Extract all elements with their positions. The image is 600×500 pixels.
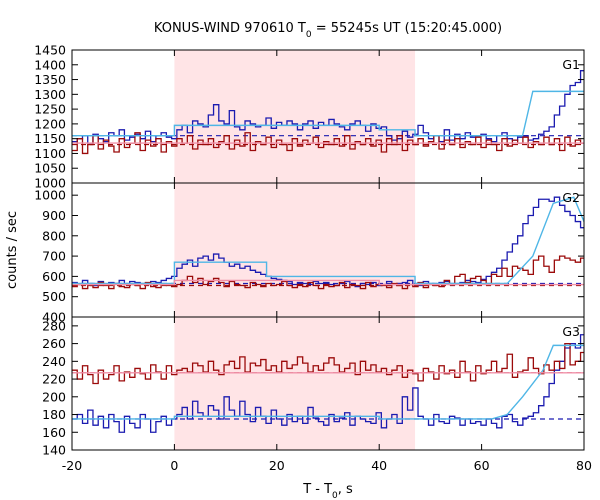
y-axis-label: counts / sec — [5, 211, 20, 289]
chart-title: KONUS-WIND 970610 T0 = 55245s UT (15:20:… — [154, 21, 502, 40]
y-tick-label: 700 — [42, 249, 66, 264]
x-tick-label: 40 — [371, 458, 387, 473]
y-tick-label: 1100 — [34, 146, 66, 161]
x-tick-label: 80 — [576, 458, 592, 473]
panel-label: G1 — [562, 57, 580, 72]
x-tick-label: 20 — [269, 458, 285, 473]
y-tick-label: 1250 — [34, 102, 66, 117]
series-dark-red — [72, 255, 584, 290]
y-tick-label: 140 — [42, 443, 66, 458]
panel-label: G2 — [562, 190, 580, 205]
x-tick-label: 60 — [474, 458, 490, 473]
shaded-interval — [174, 50, 416, 183]
y-tick-label: 1000 — [34, 176, 66, 191]
y-tick-label: 280 — [42, 318, 66, 333]
series-pink — [72, 279, 584, 286]
y-tick-label: 1050 — [34, 161, 66, 176]
panel-frame — [71, 316, 585, 451]
y-tick-label: 500 — [42, 289, 66, 304]
x-tick-label: 0 — [170, 458, 178, 473]
series-dark-red — [72, 132, 584, 155]
x-axis-label: T - T0, s — [302, 482, 353, 500]
xlabel-subscript: 0 — [332, 491, 338, 500]
plot-area — [72, 196, 584, 290]
y-tick-label: 1400 — [34, 57, 66, 72]
plot-area — [72, 334, 584, 433]
plot-area — [72, 70, 584, 155]
y-tick-label: 1150 — [34, 131, 66, 146]
y-tick-label: 1000 — [34, 188, 66, 203]
y-tick-label: 600 — [42, 269, 66, 284]
shaded-interval — [174, 183, 416, 317]
panel-g1: 1000105011001150120012501300135014001450… — [34, 43, 585, 191]
y-tick-label: 1300 — [34, 87, 66, 102]
x-tick-label: -20 — [62, 458, 82, 473]
y-tick-label: 200 — [42, 389, 66, 404]
panel-label: G3 — [562, 324, 580, 339]
panels-group: 1000105011001150120012501300135014001450… — [34, 43, 585, 458]
y-tick-label: 240 — [42, 354, 66, 369]
series-light-blue — [72, 344, 584, 420]
y-tick-label: 1350 — [34, 72, 66, 87]
y-tick-label: 260 — [42, 336, 66, 351]
y-tick-label: 220 — [42, 372, 66, 387]
y-tick-label: 400 — [42, 310, 66, 325]
y-tick-label: 900 — [42, 208, 66, 223]
y-tick-label: 160 — [42, 425, 66, 440]
y-tick-label: 180 — [42, 407, 66, 422]
y-tick-label: 800 — [42, 228, 66, 243]
series-light-blue — [72, 196, 584, 285]
series-dark-blue — [72, 196, 584, 288]
panel-g3: 140 160 180 200 220 240 260 280 G3 — [42, 316, 585, 458]
panel-g2: 400 500 600 700 800 900 1000 G2 — [34, 182, 585, 325]
shaded-interval — [174, 317, 416, 450]
x-tick-labels: -20 0 20 40 60 80 — [62, 458, 592, 473]
title-subscript: 0 — [306, 30, 312, 40]
y-tick-label: 1450 — [34, 43, 66, 58]
y-tick-label: 1200 — [34, 116, 66, 131]
series-light-blue — [72, 90, 584, 137]
